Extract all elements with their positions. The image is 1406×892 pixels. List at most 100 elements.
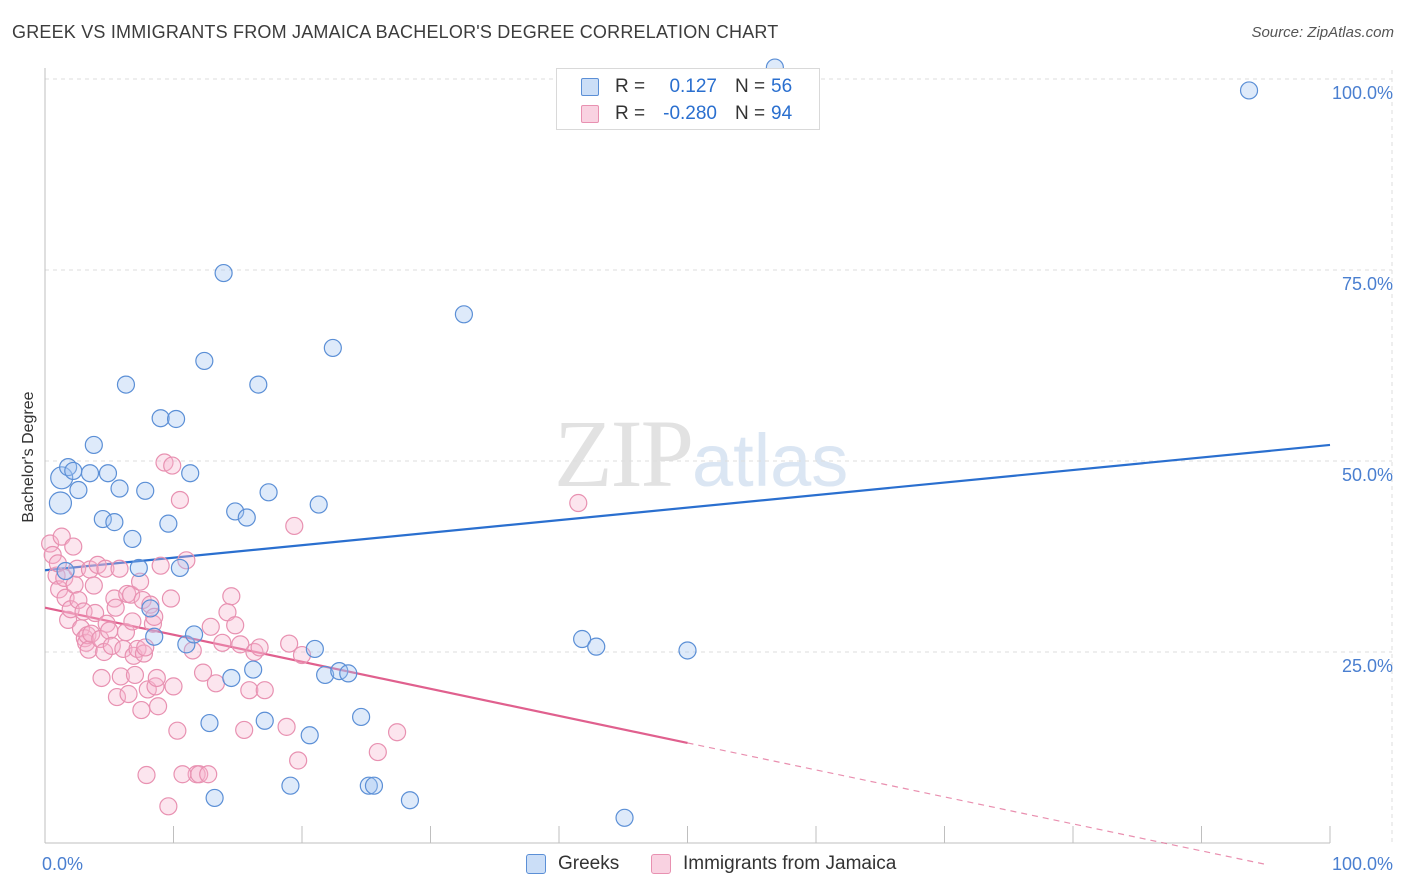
jamaica-point <box>168 721 187 740</box>
jamaica-point <box>84 576 103 595</box>
jamaica-point <box>59 610 78 630</box>
jamaica-trend-extension <box>687 742 1266 865</box>
greeks-point <box>136 481 155 500</box>
greeks-point <box>305 639 324 659</box>
greeks-point <box>1239 81 1259 100</box>
r-label: R = <box>615 103 646 124</box>
greeks-point <box>170 558 190 578</box>
jamaica-point <box>123 612 142 631</box>
greeks-point <box>316 665 335 685</box>
jamaica-point <box>64 537 83 556</box>
correlation-legend: R = 0.127 N = 56 R = -0.280 N = 94 <box>556 68 820 130</box>
greeks-point <box>98 464 118 483</box>
greeks-point <box>145 627 164 646</box>
greeks-point <box>69 480 88 500</box>
greeks-point <box>123 529 142 549</box>
jamaica-point <box>250 638 269 657</box>
jamaica-point <box>52 527 71 546</box>
greeks-point <box>400 791 420 810</box>
greeks-point <box>587 637 606 656</box>
jamaica-point <box>143 614 163 633</box>
greeks-point <box>141 599 160 618</box>
greeks-point <box>222 668 241 688</box>
axes <box>44 68 1331 844</box>
jamaica-point <box>130 572 150 591</box>
jamaica-point <box>41 534 60 553</box>
watermark-zip: ZIP <box>554 400 694 507</box>
jamaica-point <box>161 589 181 608</box>
jamaica-point <box>55 568 74 587</box>
jamaica-point <box>102 636 121 655</box>
greeks-point <box>56 561 75 581</box>
jamaica-point <box>86 603 105 623</box>
greeks-point <box>339 664 358 683</box>
jamaica-point <box>159 797 178 816</box>
jamaica-point <box>240 681 259 700</box>
greeks-legend-swatch <box>526 854 546 874</box>
jamaica-point <box>69 590 88 610</box>
greeks-point <box>200 713 219 733</box>
jamaica-point <box>231 635 250 654</box>
greeks-point <box>84 435 103 455</box>
greeks-point <box>105 513 124 532</box>
jamaica-point <box>96 559 115 578</box>
chart-title: GREEK VS IMMIGRANTS FROM JAMAICA BACHELO… <box>12 22 779 42</box>
y-tick-label: 75.0% <box>1342 274 1393 294</box>
jamaica-point <box>280 634 299 653</box>
greeks-point <box>166 409 186 429</box>
jamaica-point <box>235 720 254 740</box>
jamaica-point <box>387 723 407 742</box>
jamaica-point <box>82 624 101 643</box>
greeks-point <box>48 491 73 515</box>
jamaica-point <box>151 556 170 575</box>
y-tick-label: 100.0% <box>1332 83 1393 103</box>
jamaica-point <box>68 559 87 578</box>
greeks-point <box>116 375 136 394</box>
jamaica-point <box>255 681 274 700</box>
jamaica-point <box>145 607 164 626</box>
jamaica-point <box>177 551 196 570</box>
jamaica-point <box>206 674 226 693</box>
jamaica-point <box>170 490 190 510</box>
greeks-point <box>159 514 178 533</box>
jamaica-point <box>137 765 156 785</box>
greeks-point <box>678 641 697 660</box>
jamaica-point <box>277 717 296 736</box>
jamaica-legend-label: Immigrants from Jamaica <box>683 853 897 874</box>
n-value: 94 <box>771 103 793 124</box>
greeks-point <box>309 495 328 514</box>
greeks-point <box>259 483 278 502</box>
greeks-point <box>195 351 214 371</box>
greeks-point <box>205 788 224 808</box>
jamaica-point <box>289 751 308 770</box>
n-value: 56 <box>771 76 793 97</box>
y-tick-label: 25.0% <box>1342 656 1393 676</box>
greeks-point <box>181 464 200 483</box>
r-label: R = <box>615 76 646 97</box>
greeks-point <box>93 509 112 529</box>
jamaica-point <box>111 667 130 686</box>
jamaica-point <box>199 765 218 784</box>
tick-labels: 25.0% 50.0% 75.0% 100.0% 0.0% 100.0% <box>42 83 1393 874</box>
greeks-trend-line <box>44 443 1331 572</box>
greeks-point <box>214 263 233 283</box>
greeks-point <box>50 466 74 490</box>
r-value: 0.127 <box>669 76 717 97</box>
n-label: N = <box>735 103 766 124</box>
jamaica-point <box>107 687 127 707</box>
jamaica-point <box>148 697 168 716</box>
jamaica-point <box>132 700 151 720</box>
jamaica-points <box>41 453 588 816</box>
greeks-point <box>129 558 148 578</box>
jamaica-point <box>92 668 111 688</box>
trend-lines <box>44 443 1331 865</box>
greeks-point <box>177 635 196 654</box>
x-tick-label: 0.0% <box>42 854 83 874</box>
jamaica-point <box>116 623 136 642</box>
y-tick-label: 50.0% <box>1342 465 1393 485</box>
greeks-point <box>80 464 100 483</box>
r-value: -0.280 <box>663 103 717 124</box>
jamaica-point <box>226 616 245 635</box>
greeks-point <box>281 776 300 795</box>
jamaica-point <box>222 587 241 606</box>
